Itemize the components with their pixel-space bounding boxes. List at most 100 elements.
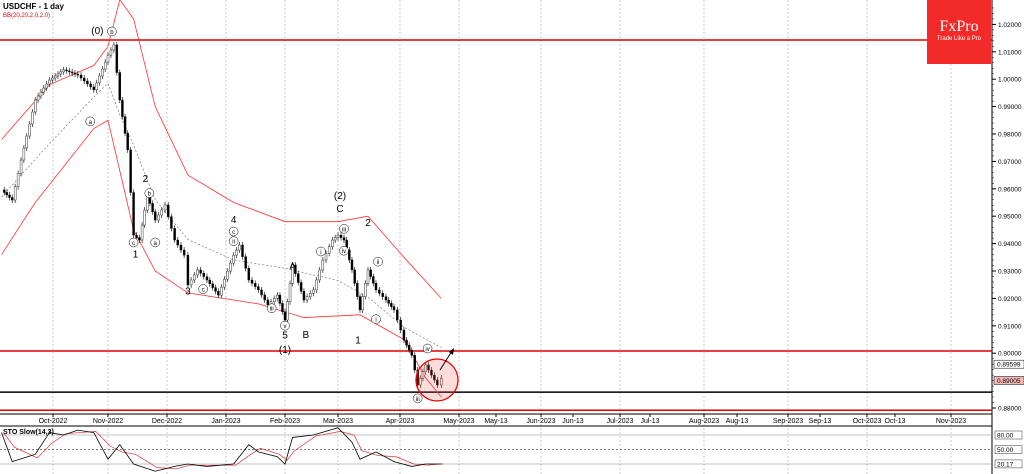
wave-label: 5: [282, 331, 288, 342]
candle: [266, 299, 270, 306]
wave-label: c: [202, 288, 205, 294]
x-tick-label: Aug-13: [726, 418, 749, 425]
wave-label: a: [89, 120, 93, 126]
candle: [358, 296, 362, 311]
wave-label: (2): [334, 191, 346, 202]
candle: [356, 283, 359, 297]
candle: [42, 87, 45, 93]
highlight-circle: [415, 358, 459, 402]
candle: [342, 237, 346, 241]
candle: [366, 269, 370, 284]
candle: [238, 244, 241, 251]
x-tick-label: Nov-2023: [936, 418, 966, 425]
x-tick-label: Aug-2023: [689, 418, 719, 425]
stochastic-label: STO Slow(14,3): [3, 429, 54, 436]
candle: [402, 329, 406, 341]
y-tick-label: 0.90000: [998, 351, 1022, 358]
candle: [153, 211, 157, 221]
candle: [106, 54, 110, 63]
candle: [378, 289, 381, 294]
wave-label-circle: [280, 320, 290, 331]
candle: [361, 296, 364, 311]
wave-label: 1: [133, 249, 139, 260]
wave-label-circle: [107, 26, 117, 37]
candle: [407, 344, 411, 351]
wave-label-circle: [128, 237, 139, 248]
candle: [65, 69, 68, 72]
y-tick-label: 0.99000: [998, 104, 1022, 111]
wave-label: v: [284, 324, 287, 330]
candle: [68, 70, 71, 73]
candle: [92, 86, 96, 91]
candle: [384, 296, 388, 301]
wave-label-group: C: [336, 204, 343, 215]
candle: [348, 249, 351, 261]
price-label: 0.89599: [997, 362, 1021, 369]
wave-label: c: [232, 230, 235, 236]
candle: [138, 237, 141, 241]
wave-label-group: a: [150, 237, 160, 248]
candle: [129, 149, 132, 193]
candle: [302, 291, 306, 301]
candle: [381, 293, 384, 297]
stochastic-level-box: [994, 430, 1023, 440]
candle: [121, 99, 124, 117]
candle: [115, 44, 119, 73]
wave-label-circle: [150, 237, 160, 248]
wave-label: 2: [143, 174, 149, 185]
candle: [189, 279, 193, 286]
x-tick-label: Oct-13: [884, 418, 905, 425]
wave-label-group: c: [128, 237, 139, 248]
candle: [278, 294, 282, 304]
candle: [76, 73, 80, 76]
candle: [413, 354, 416, 371]
wave-label-group: i: [316, 246, 326, 257]
wave-label: C: [336, 204, 343, 215]
wave-label-circle: [198, 284, 208, 294]
wave-label: iii: [342, 227, 346, 233]
candle: [3, 189, 6, 193]
candle: [211, 283, 214, 288]
candle: [179, 244, 183, 251]
candle: [410, 349, 413, 356]
candle: [39, 91, 43, 97]
wave-label-circle: [228, 236, 239, 246]
x-tick-label: Jun-13: [562, 418, 584, 425]
wave-label-group: 4: [231, 215, 237, 226]
candle: [48, 79, 51, 85]
candle: [387, 299, 390, 304]
wave-label: (1): [279, 345, 291, 356]
wave-label-group: (0): [91, 26, 103, 37]
wave-label-group: 2: [365, 218, 371, 229]
bb-upper-band: [1, 0, 442, 299]
candle: [56, 73, 60, 77]
candle: [440, 377, 443, 386]
wave-label-circle: [144, 188, 155, 198]
candle: [151, 203, 154, 212]
y-tick-label: 0.97000: [998, 159, 1022, 166]
candle: [196, 269, 199, 276]
wave-label-circle: [412, 393, 423, 404]
stochastic-level-label: 50.00: [997, 447, 1014, 454]
candle: [45, 83, 48, 89]
wave-label-group: b: [144, 188, 155, 198]
wave-label: 3: [185, 286, 191, 297]
price-label-box: [993, 376, 1024, 385]
wave-label: A: [289, 262, 296, 273]
chart-title: USDCHF - 1 day: [3, 2, 64, 11]
candle: [53, 75, 57, 79]
wave-label-group: (1): [279, 345, 291, 356]
price-label: 0.89005: [997, 378, 1021, 385]
wave-label-group: i: [371, 314, 381, 324]
wave-label-circle: [316, 246, 326, 257]
candle: [309, 293, 312, 297]
candle: [263, 294, 266, 301]
y-tick-label: 0.98000: [998, 132, 1022, 139]
x-tick-label: May-13: [484, 418, 507, 425]
logo-text: FxPro: [939, 18, 979, 35]
candle: [396, 309, 399, 321]
candle: [419, 378, 422, 386]
wave-label-group: v: [280, 320, 290, 331]
candle: [374, 283, 378, 291]
